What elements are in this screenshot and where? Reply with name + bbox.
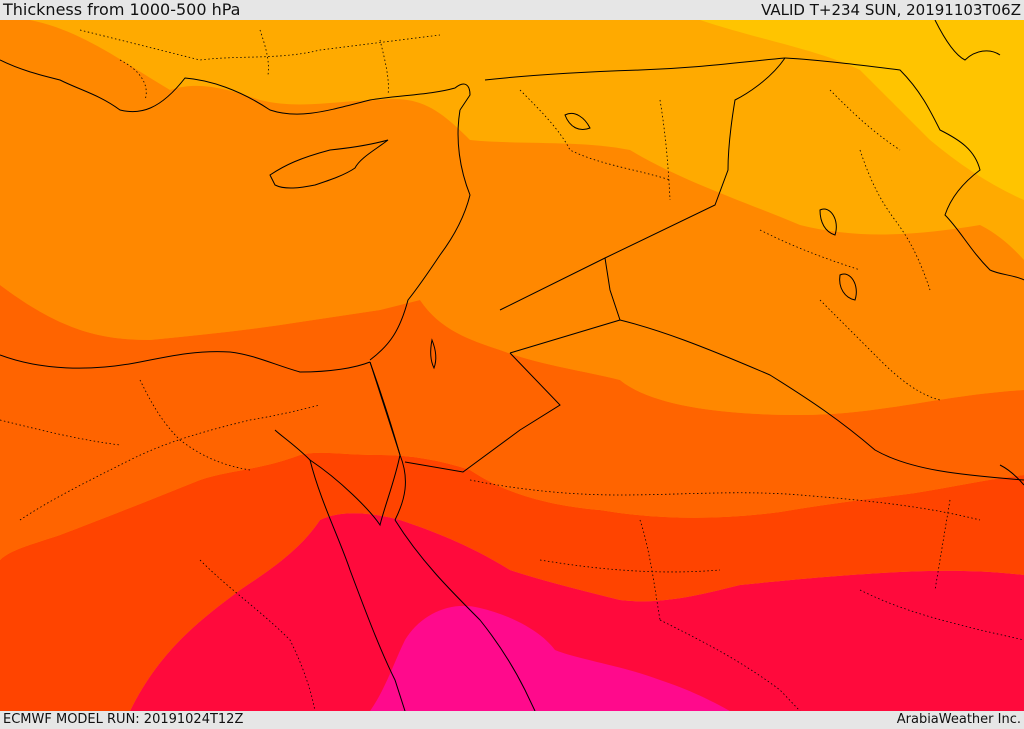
map-header: Thickness from 1000-500 hPa VALID T+234 … <box>0 0 1024 20</box>
band-1-region <box>700 20 1024 200</box>
credit: ArabiaWeather Inc. <box>896 712 1021 727</box>
borders <box>369 57 1024 481</box>
map-footer: ECMWF MODEL RUN: 20191024T12Z ArabiaWeat… <box>0 711 1024 729</box>
band-3-region <box>0 20 1024 415</box>
coastlines <box>0 20 1024 711</box>
band-5-region <box>0 452 1024 711</box>
thickness-map <box>0 20 1024 711</box>
map-title: Thickness from 1000-500 hPa <box>3 0 241 19</box>
province-borders <box>0 29 1024 711</box>
band-7-region <box>370 605 730 711</box>
model-run: ECMWF MODEL RUN: 20191024T12Z <box>3 712 244 727</box>
valid-time: VALID T+234 SUN, 20191103T06Z <box>761 1 1021 19</box>
band-6-region <box>130 513 1024 711</box>
band-4-region <box>0 285 1024 560</box>
map-area[interactable] <box>0 20 1024 711</box>
